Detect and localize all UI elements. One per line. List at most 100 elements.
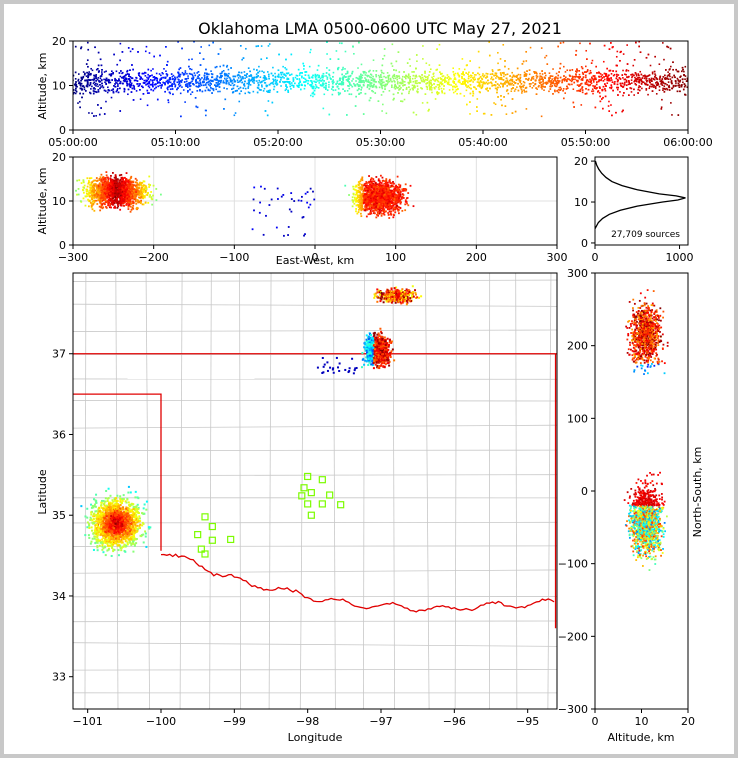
lightning-source-point <box>578 70 581 72</box>
lightning-source-point <box>393 75 396 78</box>
lightning-source-point <box>635 80 638 83</box>
lightning-source-point <box>218 79 220 82</box>
lightning-source-point <box>230 80 233 83</box>
lightning-source-point <box>468 71 470 74</box>
lightning-source-point <box>86 190 89 193</box>
lightning-source-point <box>252 90 255 93</box>
lightning-source-point <box>592 92 594 95</box>
lightning-source-point <box>263 75 266 77</box>
lightning-source-point <box>590 82 593 85</box>
lightning-source-point <box>159 54 161 57</box>
lightning-source-point <box>240 76 242 78</box>
lightning-source-point <box>273 79 275 82</box>
lightning-source-point <box>629 87 631 89</box>
lightning-source-point <box>552 80 555 82</box>
lightning-source-point <box>548 72 551 74</box>
lightning-source-point <box>90 67 92 70</box>
lightning-source-point <box>266 114 269 117</box>
lightning-source-point <box>316 74 319 76</box>
lightning-source-point <box>663 85 666 87</box>
lightning-source-point <box>479 80 482 83</box>
lightning-source-point <box>289 83 291 85</box>
lightning-source-point <box>599 100 602 103</box>
lightning-source-point <box>199 64 202 66</box>
lightning-source-point <box>319 77 322 80</box>
lightning-source-point <box>499 86 502 88</box>
lightning-source-point <box>194 74 197 77</box>
lightning-source-point <box>97 85 99 88</box>
lightning-source-point <box>330 78 332 80</box>
lightning-source-point <box>166 75 169 77</box>
lightning-source-point <box>387 80 389 82</box>
lightning-source-point <box>502 79 505 81</box>
lightning-source-point <box>200 84 203 87</box>
lightning-source-point <box>111 199 114 202</box>
lightning-source-point <box>106 79 109 82</box>
lightning-source-point <box>351 72 353 75</box>
lightning-source-point <box>685 80 688 82</box>
lightning-source-point <box>635 77 637 80</box>
lightning-source-point <box>287 78 290 80</box>
lightning-source-point <box>137 85 140 87</box>
lightning-source-point <box>494 84 497 87</box>
lightning-source-point <box>249 84 252 86</box>
lightning-source-point <box>398 71 401 73</box>
lightning-source-point <box>199 52 201 55</box>
lightning-source-point <box>572 101 575 104</box>
lightning-source-point <box>88 84 91 87</box>
lightning-source-point <box>342 68 344 71</box>
lightning-source-point <box>514 82 517 85</box>
lightning-source-point <box>103 71 106 73</box>
lightning-source-point <box>387 78 390 80</box>
lightning-source-point <box>326 76 329 79</box>
lightning-source-point <box>241 76 244 78</box>
lightning-source-point <box>100 86 102 88</box>
lightning-source-point <box>660 79 663 82</box>
lightning-source-point <box>204 109 207 112</box>
lightning-source-point <box>528 83 531 85</box>
lightning-source-point <box>99 58 102 61</box>
lightning-source-point <box>332 79 334 81</box>
lightning-source-point <box>408 82 410 84</box>
lightning-source-point <box>217 53 220 55</box>
lightning-source-point <box>121 76 123 79</box>
lightning-source-point <box>219 65 221 68</box>
lightning-source-point <box>269 89 271 92</box>
lightning-source-point <box>676 77 679 80</box>
lightning-source-point <box>279 71 282 74</box>
lightning-source-point <box>328 86 330 88</box>
lightning-source-point <box>681 78 684 81</box>
lightning-source-point <box>271 82 273 84</box>
lightning-source-point <box>551 78 553 80</box>
lightning-source-point <box>280 73 283 76</box>
lightning-source-point <box>285 85 287 87</box>
lightning-source-point <box>485 88 488 91</box>
lightning-source-point <box>137 196 140 199</box>
lightning-source-point <box>357 85 360 88</box>
lightning-source-point <box>548 76 550 79</box>
lightning-source-point <box>564 76 567 79</box>
lightning-source-point <box>472 92 475 95</box>
lightning-source-point <box>370 74 373 76</box>
lightning-source-point <box>436 91 438 94</box>
lightning-source-point <box>628 75 630 78</box>
lightning-source-point <box>136 199 139 201</box>
lightning-source-point <box>136 182 139 184</box>
lightning-source-point <box>512 87 514 89</box>
lightning-source-point <box>445 80 448 83</box>
lightning-source-point <box>336 82 338 84</box>
time-axis-tick-label: 05:10:00 <box>151 136 200 149</box>
lightning-source-point <box>680 85 683 88</box>
lightning-source-point <box>570 80 573 83</box>
lightning-source-point <box>430 87 433 89</box>
lightning-source-point <box>684 75 687 77</box>
lightning-source-point <box>363 84 365 87</box>
lightning-source-point <box>462 72 464 74</box>
lightning-source-point <box>630 79 633 81</box>
lightning-source-point <box>156 82 159 84</box>
lightning-source-point <box>107 182 110 185</box>
lightning-source-point <box>227 75 229 77</box>
lightning-source-point <box>566 69 569 72</box>
lightning-source-point <box>94 82 97 85</box>
lightning-source-point <box>178 68 180 71</box>
